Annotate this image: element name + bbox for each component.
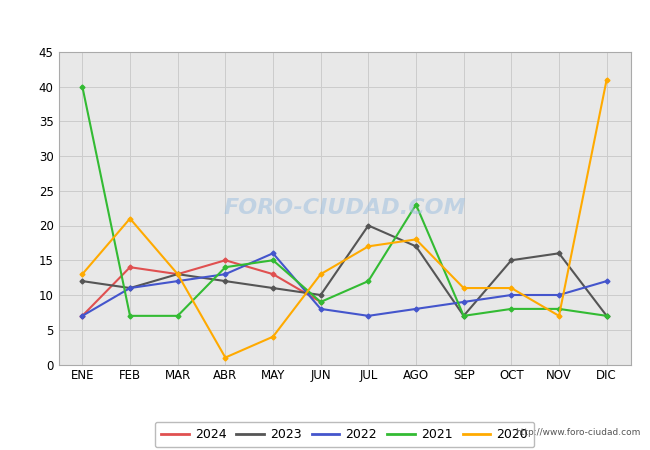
Legend: 2024, 2023, 2022, 2021, 2020: 2024, 2023, 2022, 2021, 2020: [155, 422, 534, 447]
Text: Matriculaciones de Vehiculos en Moya: Matriculaciones de Vehiculos en Moya: [167, 7, 483, 25]
Text: http://www.foro-ciudad.com: http://www.foro-ciudad.com: [515, 428, 640, 437]
Text: FORO-CIUDAD.COM: FORO-CIUDAD.COM: [223, 198, 466, 218]
